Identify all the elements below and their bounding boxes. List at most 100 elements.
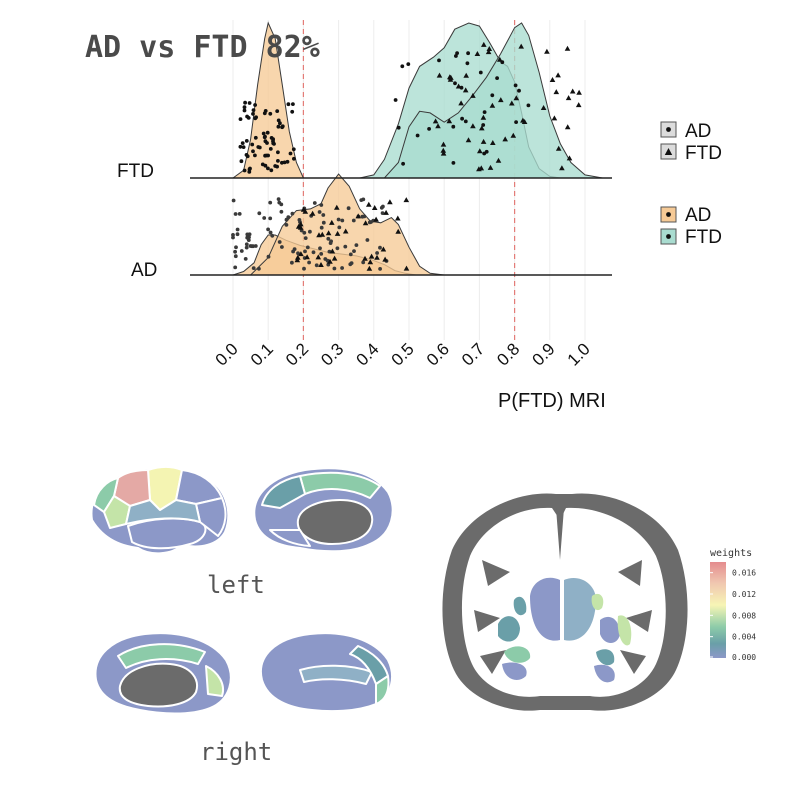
- data-point-circle: [340, 266, 344, 270]
- data-point-circle: [276, 150, 280, 155]
- colorbar-ticks: 0.016 0.012 0.008 0.004 0.000: [710, 569, 756, 662]
- data-point-circle: [495, 76, 499, 80]
- data-point-triangle: [497, 56, 503, 62]
- data-point-circle: [251, 244, 256, 249]
- data-point-circle: [513, 83, 518, 88]
- data-point-circle: [291, 249, 295, 254]
- data-point-circle: [280, 245, 284, 249]
- density-areas: [231, 21, 603, 276]
- data-point-triangle: [513, 95, 520, 101]
- data-point-triangle: [342, 228, 349, 234]
- data-point-circle: [406, 62, 411, 66]
- cortical-folds: [474, 508, 652, 674]
- data-point-circle: [242, 168, 247, 173]
- data-point-triangle: [480, 114, 487, 120]
- data-point-circle: [351, 218, 356, 223]
- data-point-circle: [253, 153, 257, 158]
- data-point-circle: [253, 116, 258, 121]
- data-point-circle: [465, 61, 470, 66]
- data-point-circle: [290, 109, 295, 114]
- data-point-circle: [296, 251, 300, 256]
- row-labels: FTD AD: [117, 161, 157, 281]
- data-point-circle: [273, 164, 278, 168]
- data-point-circle: [340, 218, 345, 223]
- x-tick-label: 0.8: [493, 339, 523, 369]
- data-point-triangle: [489, 102, 496, 108]
- data-point-circle: [265, 141, 269, 145]
- data-point-circle: [238, 144, 243, 149]
- colorbar-tick-label: 0.004: [732, 633, 756, 642]
- data-point-circle: [297, 218, 302, 222]
- data-point-triangle: [498, 97, 504, 103]
- data-point-triangle: [403, 265, 410, 271]
- data-point-circle: [319, 225, 324, 230]
- shape-legend: AD FTD: [660, 121, 722, 164]
- medial-occipital-region: [205, 665, 224, 697]
- data-point-triangle: [382, 256, 388, 262]
- x-tick-label: 0.9: [528, 339, 558, 369]
- data-point-triangle: [458, 100, 464, 106]
- data-point-circle: [233, 254, 238, 259]
- data-point-circle: [321, 220, 326, 225]
- data-point-triangle: [510, 132, 517, 138]
- data-point-circle: [257, 266, 261, 271]
- data-point-circle: [329, 239, 333, 244]
- legend-ad-fill-dot: [666, 212, 671, 217]
- data-point-triangle: [485, 49, 492, 55]
- data-point-circle: [288, 151, 293, 156]
- data-point-circle: [343, 244, 348, 249]
- data-point-circle: [453, 81, 457, 86]
- data-point-triangle: [318, 262, 324, 267]
- data-point-circle: [284, 223, 289, 227]
- data-point-triangle: [440, 150, 447, 156]
- colorbar-tick-label: 0.012: [732, 590, 756, 599]
- data-point-circle: [268, 216, 273, 221]
- data-point-circle: [256, 145, 261, 149]
- data-point-circle: [235, 232, 240, 237]
- data-point-circle: [251, 112, 255, 116]
- coronal-slice: weights 0.016 0.012 0.008 0.004 0.000: [442, 493, 756, 711]
- data-point-triangle: [521, 119, 528, 124]
- data-point-circle: [266, 227, 270, 232]
- data-point-triangle: [331, 255, 338, 261]
- data-point-circle: [268, 200, 273, 205]
- data-point-circle: [245, 114, 250, 119]
- data-point-circle: [279, 209, 284, 214]
- x-axis-label: P(FTD) MRI: [498, 390, 606, 412]
- data-point-circle: [326, 236, 331, 241]
- data-point-triangle: [576, 89, 582, 95]
- data-point-triangle: [295, 254, 301, 260]
- data-point-triangle: [403, 197, 410, 203]
- data-point-circle: [381, 204, 385, 209]
- row-label-ftd: FTD: [117, 161, 154, 182]
- data-point-circle: [277, 240, 282, 244]
- data-point-triangle: [373, 216, 379, 222]
- data-point-circle: [367, 220, 372, 225]
- occipital-region: [195, 497, 227, 537]
- data-point-circle: [242, 105, 247, 110]
- data-point-circle: [352, 249, 356, 254]
- data-point-circle: [349, 261, 354, 265]
- data-point-circle: [302, 230, 307, 235]
- data-point-triangle: [304, 254, 310, 260]
- data-point-triangle: [566, 155, 573, 161]
- data-point-circle: [466, 51, 470, 56]
- data-point-circle: [251, 108, 256, 112]
- data-point-circle: [279, 202, 284, 207]
- data-point-triangle: [477, 148, 483, 154]
- data-point-circle: [380, 211, 385, 216]
- data-point-triangle: [329, 219, 335, 225]
- data-point-triangle: [294, 257, 301, 263]
- data-point-triangle: [298, 251, 304, 257]
- data-point-circle: [478, 70, 483, 75]
- data-point-triangle: [462, 87, 469, 93]
- data-point-circle: [243, 100, 248, 105]
- data-point-circle: [231, 235, 235, 240]
- x-tick-label: 0.6: [423, 339, 453, 369]
- data-point-circle: [245, 232, 250, 237]
- data-point-circle: [268, 111, 273, 116]
- cortical-surface-maps: left right: [90, 466, 394, 766]
- data-point-circle: [290, 260, 294, 265]
- data-point-triangle: [446, 118, 453, 124]
- data-point-circle: [490, 93, 495, 98]
